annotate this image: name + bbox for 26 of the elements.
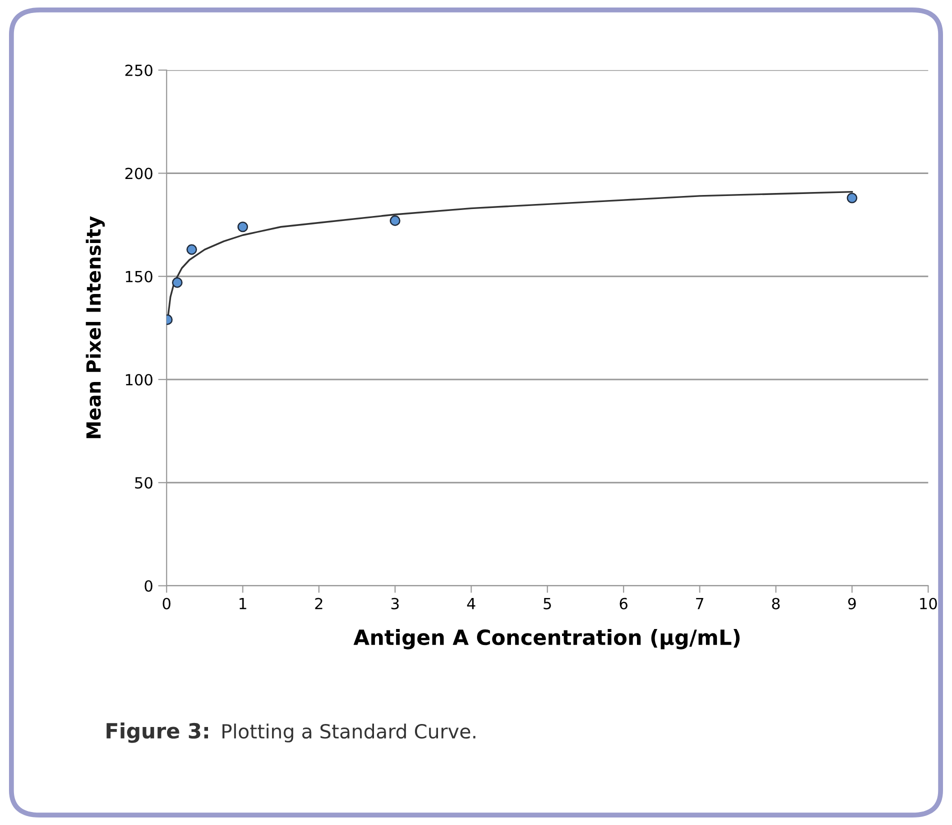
x-tick-label: 9: [848, 598, 856, 610]
text: Plotting a Standard Curve.: [222, 724, 476, 742]
y-axis-title: Mean Pixel Intensity: [86, 216, 105, 438]
x-tick-label: 10: [920, 598, 937, 610]
point: [186, 244, 198, 255]
x-tick-label: 0: [162, 598, 170, 610]
x-tick-label: 1: [240, 598, 246, 610]
x-tick-label: 3: [391, 598, 399, 610]
y-tick-label: 250: [125, 64, 152, 76]
x-tick-label: 2: [315, 598, 322, 610]
point: [390, 215, 400, 226]
point: [172, 277, 183, 288]
x-tick-label: 5: [544, 598, 551, 610]
x-tick-label: 8: [772, 598, 780, 610]
x-axis-title: Antigen A Concentration (µg/mL): [354, 629, 740, 650]
x-tick-label: 7: [696, 598, 704, 610]
point: [846, 192, 858, 204]
y-tick-label: 50: [135, 477, 152, 489]
x-tick-label: 4: [467, 598, 476, 610]
caption: Figure 3:: [106, 722, 208, 743]
y-tick-label: 200: [125, 168, 152, 180]
y-tick-label: 0: [144, 580, 152, 592]
x-tick-label: 6: [620, 598, 628, 610]
point: [237, 222, 248, 232]
y-tick-label: 100: [126, 374, 152, 386]
y-tick-label: 150: [126, 270, 152, 282]
